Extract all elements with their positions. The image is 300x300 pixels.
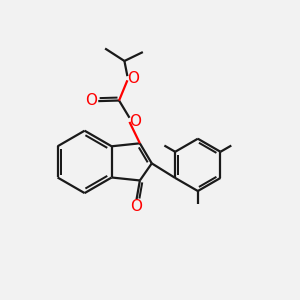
Text: O: O — [85, 93, 97, 108]
Text: O: O — [127, 71, 139, 86]
Text: O: O — [130, 200, 142, 214]
Text: O: O — [129, 113, 141, 128]
